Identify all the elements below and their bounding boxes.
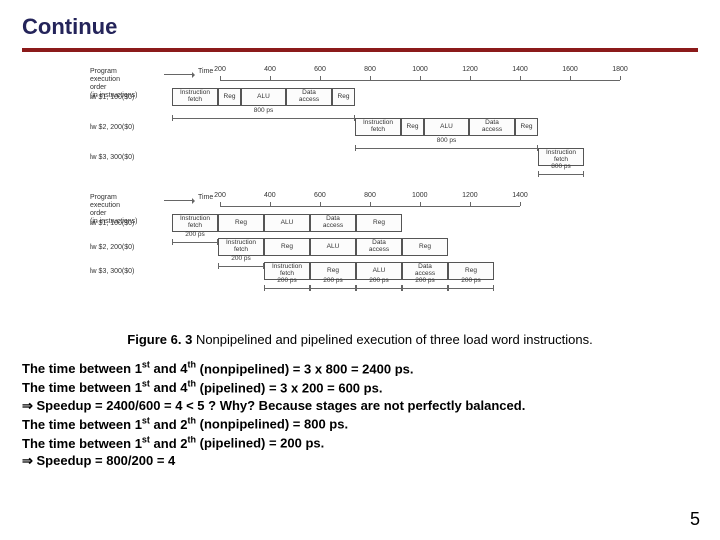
figure: Program execution order (in instructions…: [90, 62, 630, 318]
ps-span-b2: 200 ps: [218, 266, 264, 267]
time-arrow-icon: [164, 200, 194, 201]
ps-span-2: 800 ps: [355, 148, 538, 149]
calc-line-2: The time between 1st and 4th (pipelined)…: [22, 378, 698, 397]
stage-data: Data access: [286, 88, 332, 106]
figure-wrap: Program execution order (in instructions…: [22, 62, 698, 318]
bot-row1-label: lw $1, 100($0): [90, 220, 134, 227]
figure-caption: Figure 6. 3 Nonpipelined and pipelined e…: [22, 332, 698, 347]
calc-line-3: ⇒ Speedup = 2400/600 = 4 < 5 ? Why? Beca…: [22, 397, 698, 415]
bot-row2-label: lw $2, 200($0): [90, 244, 134, 251]
slide-page: Continue Program execution order (in ins…: [0, 0, 720, 540]
page-number: 5: [690, 509, 700, 530]
top-row1-label: lw $1, 100($0): [90, 94, 134, 101]
calc-line-5: The time between 1st and 2th (pipelined)…: [22, 433, 698, 452]
calc-line-6: ⇒ Speedup = 800/200 = 4: [22, 452, 698, 470]
ps-span-1: 800 ps: [172, 118, 355, 119]
time-arrow-icon: [164, 74, 194, 75]
pipelined-diagram: Program execution order (in instructions…: [90, 188, 630, 318]
top-axis: 200 400 600 800 1000 1200 1400 1600 1800: [220, 80, 620, 81]
ps-span-b1: 200 ps: [172, 242, 218, 243]
stage-fetch: Instruction fetch: [172, 88, 218, 106]
time-label-bot: Time: [198, 194, 213, 201]
nonpipelined-diagram: Program execution order (in instructions…: [90, 62, 630, 182]
page-title: Continue: [22, 14, 698, 40]
time-label-top: Time: [198, 68, 213, 75]
caption-bold: Figure 6. 3: [127, 332, 192, 347]
stage-reg: Reg: [218, 88, 241, 106]
calculation-block: The time between 1st and 4th (nonpipelin…: [22, 359, 698, 470]
caption-text: Nonpipelined and pipelined execution of …: [192, 332, 592, 347]
stage-regw: Reg: [332, 88, 355, 106]
stage-alu: ALU: [241, 88, 286, 106]
top-row3-label: lw $3, 300($0): [90, 154, 134, 161]
calc-line-4: The time between 1st and 2th (nonpipelin…: [22, 414, 698, 433]
title-underline: [22, 48, 698, 52]
bot-row3-label: lw $3, 300($0): [90, 268, 134, 275]
top-row2-label: lw $2, 200($0): [90, 124, 134, 131]
bot-axis: 200 400 600 800 1000 1200 1400: [220, 206, 520, 207]
calc-line-1: The time between 1st and 4th (nonpipelin…: [22, 359, 698, 378]
ps-span-3: 800 ps: [538, 174, 584, 175]
